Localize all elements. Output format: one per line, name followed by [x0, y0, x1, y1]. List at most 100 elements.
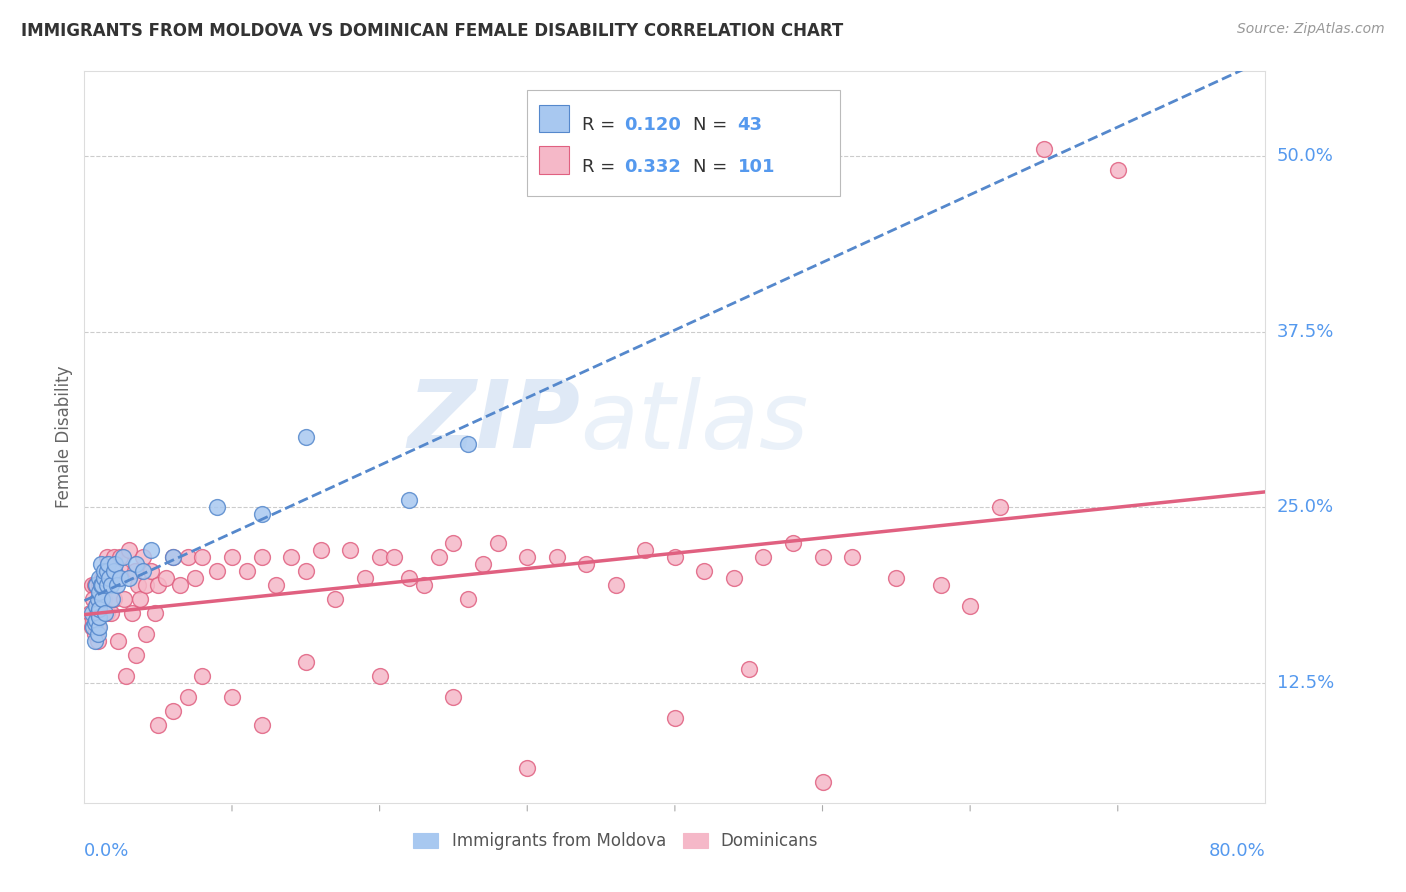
- Point: [84, 578, 107, 592]
- Point: [96, 549, 118, 564]
- Point: [546, 549, 568, 564]
- Point: [738, 662, 761, 676]
- Point: [368, 549, 391, 564]
- Point: [110, 564, 132, 578]
- Point: [108, 571, 131, 585]
- Text: 101: 101: [738, 158, 775, 177]
- Point: [125, 557, 148, 571]
- Point: [148, 578, 170, 592]
- Point: [959, 599, 981, 613]
- Point: [929, 578, 952, 592]
- Point: [83, 627, 105, 641]
- Point: [86, 591, 108, 606]
- Point: [693, 564, 716, 578]
- Point: [86, 627, 108, 641]
- Point: [309, 542, 332, 557]
- FancyBboxPatch shape: [538, 104, 568, 132]
- Point: [605, 578, 627, 592]
- Point: [105, 571, 128, 585]
- Point: [86, 620, 108, 634]
- Point: [103, 564, 125, 578]
- Point: [90, 557, 112, 571]
- Text: 43: 43: [738, 116, 762, 134]
- Point: [94, 606, 117, 620]
- FancyBboxPatch shape: [527, 90, 841, 195]
- Point: [87, 620, 111, 634]
- Point: [1033, 142, 1056, 156]
- Point: [91, 571, 114, 585]
- Point: [1107, 162, 1129, 177]
- Point: [104, 557, 127, 571]
- Point: [184, 571, 207, 585]
- Point: [516, 549, 538, 564]
- Point: [162, 549, 184, 564]
- Point: [664, 549, 686, 564]
- Point: [83, 615, 105, 630]
- Point: [129, 591, 152, 606]
- Point: [811, 774, 834, 789]
- Point: [250, 549, 273, 564]
- Point: [125, 648, 148, 662]
- Point: [103, 549, 125, 564]
- Point: [118, 542, 141, 557]
- Point: [84, 599, 107, 613]
- Point: [132, 564, 155, 578]
- Point: [295, 564, 318, 578]
- Point: [100, 578, 122, 592]
- Text: R =: R =: [582, 158, 620, 177]
- Point: [516, 761, 538, 775]
- Point: [82, 613, 104, 627]
- Text: R =: R =: [582, 116, 620, 134]
- Point: [339, 542, 361, 557]
- Point: [87, 610, 111, 624]
- Point: [155, 571, 177, 585]
- Point: [87, 606, 111, 620]
- Point: [127, 578, 149, 592]
- Point: [84, 578, 107, 592]
- Point: [83, 578, 105, 592]
- Point: [118, 571, 141, 585]
- Text: 0.120: 0.120: [624, 116, 681, 134]
- Point: [86, 634, 108, 648]
- Point: [143, 606, 166, 620]
- Text: Source: ZipAtlas.com: Source: ZipAtlas.com: [1237, 22, 1385, 37]
- Point: [575, 557, 598, 571]
- Text: 80.0%: 80.0%: [1209, 842, 1265, 860]
- Point: [280, 549, 302, 564]
- Point: [86, 606, 108, 620]
- Point: [988, 500, 1011, 515]
- Point: [250, 508, 273, 522]
- Point: [148, 718, 170, 732]
- Point: [782, 535, 804, 549]
- Point: [96, 578, 118, 592]
- Point: [87, 571, 111, 585]
- Point: [84, 613, 107, 627]
- Text: 37.5%: 37.5%: [1277, 323, 1334, 341]
- Point: [93, 591, 115, 606]
- Point: [135, 578, 157, 592]
- Point: [162, 705, 184, 719]
- Point: [221, 549, 243, 564]
- Point: [87, 591, 111, 606]
- Point: [96, 564, 118, 578]
- Text: 0.0%: 0.0%: [84, 842, 129, 860]
- Point: [841, 549, 863, 564]
- Point: [398, 571, 420, 585]
- Point: [135, 627, 157, 641]
- Point: [132, 549, 155, 564]
- Point: [82, 591, 104, 606]
- Point: [169, 578, 191, 592]
- Point: [87, 601, 111, 615]
- Point: [91, 578, 114, 592]
- Point: [105, 578, 128, 592]
- Point: [427, 549, 450, 564]
- Text: IMMIGRANTS FROM MOLDOVA VS DOMINICAN FEMALE DISABILITY CORRELATION CHART: IMMIGRANTS FROM MOLDOVA VS DOMINICAN FEM…: [21, 22, 844, 40]
- Point: [207, 564, 229, 578]
- Point: [112, 591, 135, 606]
- Point: [191, 669, 214, 683]
- Point: [124, 564, 146, 578]
- Point: [90, 578, 112, 592]
- Point: [121, 606, 143, 620]
- Point: [108, 549, 131, 564]
- Text: 0.332: 0.332: [624, 158, 681, 177]
